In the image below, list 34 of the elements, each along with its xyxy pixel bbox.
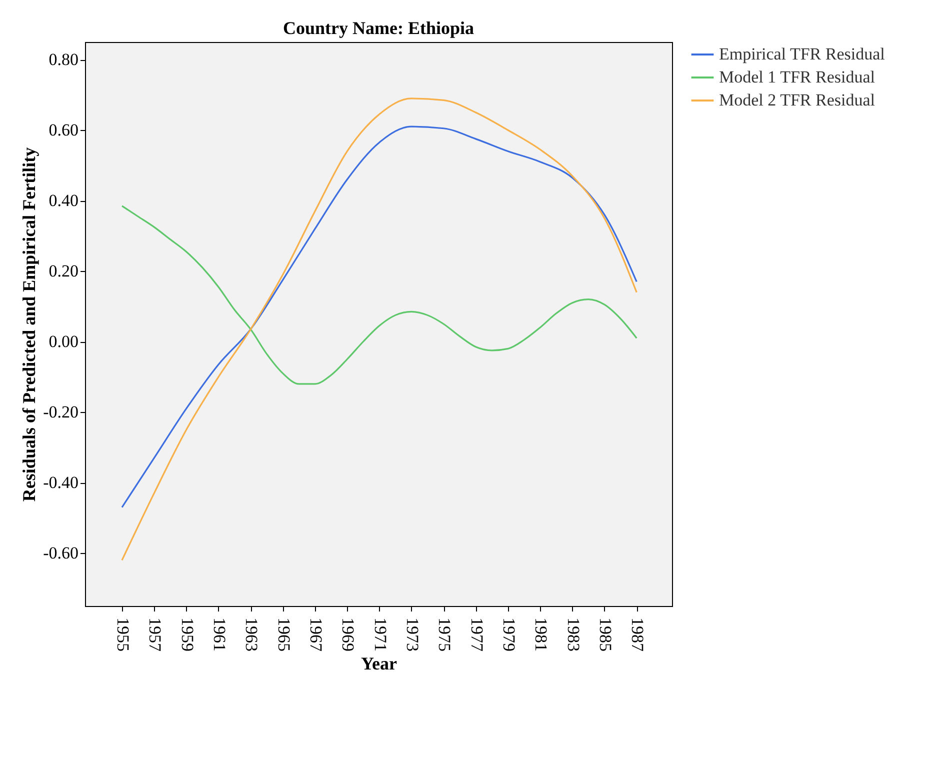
x-tick-label: 1957 <box>146 618 165 652</box>
line-series <box>121 205 638 385</box>
x-tick-label: 1955 <box>113 618 132 652</box>
x-tick-label: 1971 <box>370 618 390 652</box>
legend-label: Empirical TFR Residual <box>719 44 886 64</box>
line-series <box>121 126 638 508</box>
chart-title: Country Name: Ethiopia <box>282 18 474 38</box>
y-tick-label: 0.80 <box>48 50 78 70</box>
y-tick-label: 0.20 <box>48 262 78 281</box>
y-tick-label: 0.40 <box>48 191 78 210</box>
line-series <box>121 98 638 561</box>
y-tick-label: -0.20 <box>43 402 78 422</box>
y-tick-label: 0.00 <box>48 332 78 352</box>
x-tick-label: 1979 <box>499 618 518 652</box>
x-tick-label: 1983 <box>564 618 583 652</box>
legend-label: Model 2 TFR Residual <box>719 90 876 110</box>
x-tick-label: 1967 <box>306 618 326 652</box>
x-tick-label: 1959 <box>178 618 197 652</box>
x-tick-label: 1973 <box>402 618 422 652</box>
x-tick-label: 1965 <box>274 618 294 652</box>
y-tick-label: -0.60 <box>43 544 78 563</box>
x-axis-title: Year <box>361 654 397 674</box>
y-tick-label: -0.40 <box>43 473 78 492</box>
y-axis-title: Residuals of Predicted and Empirical Fertility <box>19 147 40 502</box>
x-tick-label: 1985 <box>596 618 615 652</box>
x-tick-label: 1969 <box>338 618 358 652</box>
legend-label: Model 1 TFR Residual <box>719 68 876 86</box>
x-tick-label: 1981 <box>532 618 551 652</box>
x-tick-label: 1961 <box>210 618 229 652</box>
x-tick-label: 1977 <box>467 618 486 652</box>
x-tick-label: 1975 <box>435 618 454 652</box>
x-tick-label: 1963 <box>242 618 262 652</box>
y-tick-label: 0.60 <box>48 120 78 140</box>
x-tick-label: 1987 <box>628 618 648 652</box>
